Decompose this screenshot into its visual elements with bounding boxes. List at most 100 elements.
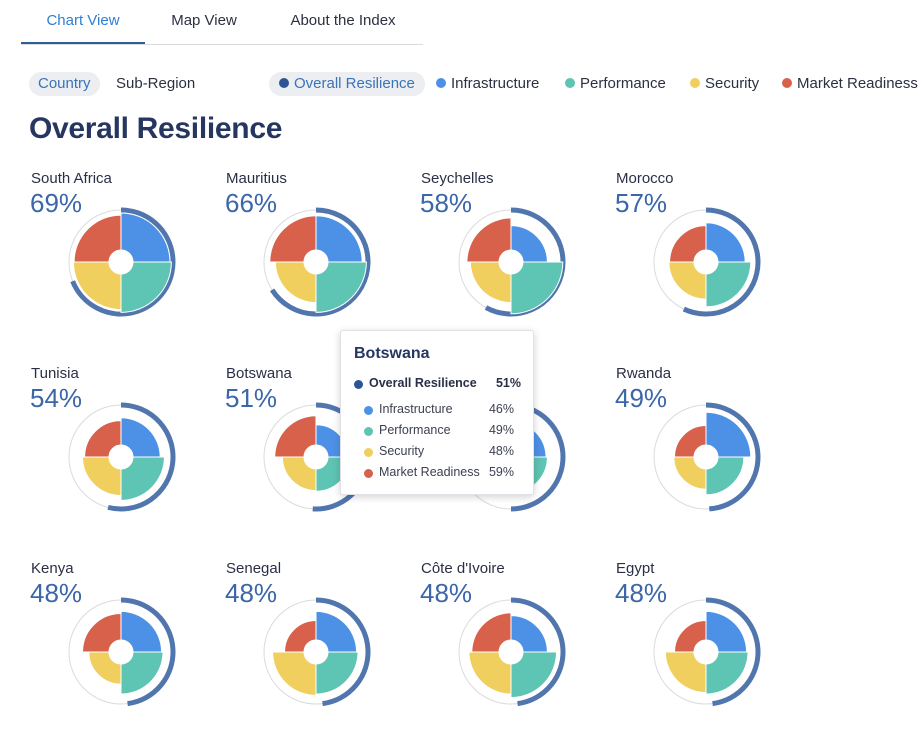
performance-wedge[interactable] — [510, 261, 564, 315]
country-radial-chart — [68, 207, 176, 317]
market-readiness-wedge[interactable] — [669, 225, 707, 263]
performance-wedge[interactable] — [705, 261, 752, 308]
tooltip-label: Overall Resilience — [369, 376, 477, 390]
infrastructure-wedge[interactable] — [705, 610, 748, 653]
market-readiness-wedge[interactable] — [274, 415, 317, 458]
country-chart-seychelles[interactable]: Seychelles 58% — [419, 170, 609, 360]
tooltip-value: 49% — [488, 423, 514, 437]
tab-chart-view[interactable]: Chart View — [21, 0, 145, 44]
performance-wedge[interactable] — [120, 651, 164, 695]
overall-resilience-arc[interactable] — [120, 597, 176, 707]
market-readiness-wedge[interactable] — [84, 420, 122, 458]
infrastructure-wedge[interactable] — [120, 212, 171, 263]
country-name: Senegal — [226, 560, 282, 577]
security-wedge[interactable] — [274, 261, 317, 304]
infrastructure-dot-icon — [436, 78, 446, 88]
tab-about-index[interactable]: About the Index — [290, 12, 396, 29]
country-chart-mauritius[interactable]: Mauritius 66% — [224, 170, 414, 360]
overall-resilience-arc[interactable] — [315, 597, 371, 707]
market-readiness-wedge[interactable] — [269, 215, 317, 263]
overall-score: 49% — [615, 383, 668, 413]
performance-dot-icon — [364, 427, 373, 436]
country-chart-south-africa[interactable]: South Africa 69% — [29, 170, 219, 360]
legend-label: Overall Resilience — [294, 75, 415, 92]
market-readiness-wedge[interactable] — [471, 612, 512, 653]
security-wedge[interactable] — [81, 456, 122, 497]
security-wedge[interactable] — [468, 651, 512, 695]
security-wedge[interactable] — [668, 261, 707, 300]
security-wedge[interactable] — [72, 261, 122, 311]
performance-wedge[interactable] — [705, 651, 749, 695]
country-radial-chart — [653, 402, 761, 512]
country-name: South Africa — [31, 170, 112, 187]
infrastructure-wedge[interactable] — [315, 215, 363, 263]
performance-wedge[interactable] — [315, 651, 359, 695]
security-wedge[interactable] — [673, 456, 707, 490]
country-name: Seychelles — [421, 170, 494, 187]
legend-security[interactable]: Security — [690, 72, 759, 96]
country-chart-rwanda[interactable]: Rwanda 49% — [614, 365, 804, 555]
legend-performance[interactable]: Performance — [565, 72, 666, 96]
country-chart-egypt[interactable]: Egypt 48% — [614, 560, 804, 750]
country-radial-chart — [68, 597, 176, 707]
country-chart-tunisia[interactable]: Tunisia 54% — [29, 365, 219, 555]
security-wedge[interactable] — [272, 651, 317, 696]
country-name: Egypt — [616, 560, 655, 577]
performance-wedge[interactable] — [705, 456, 745, 496]
market-readiness-wedge[interactable] — [283, 619, 317, 653]
market-readiness-wedge[interactable] — [673, 424, 707, 458]
overall-resilience-arc[interactable] — [682, 207, 761, 317]
infrastructure-wedge[interactable] — [510, 615, 548, 653]
infrastructure-wedge[interactable] — [120, 417, 161, 458]
tooltip-title: Botswana — [354, 345, 430, 362]
overall-resilience-arc[interactable] — [705, 597, 761, 707]
market-readiness-wedge[interactable] — [73, 214, 122, 263]
country-chart-kenya[interactable]: Kenya 48% — [29, 560, 219, 750]
infrastructure-wedge[interactable] — [510, 225, 548, 263]
security-wedge[interactable] — [469, 261, 512, 304]
country-name: Rwanda — [616, 365, 672, 382]
country-radial-chart — [653, 207, 761, 317]
market-readiness-wedge[interactable] — [673, 619, 707, 653]
toggle-country[interactable]: Country — [29, 72, 100, 96]
infrastructure-wedge[interactable] — [315, 610, 358, 653]
tooltip-value: 51% — [495, 376, 521, 390]
overall-resilience-arc[interactable] — [107, 402, 176, 512]
infrastructure-wedge[interactable] — [705, 222, 746, 263]
performance-wedge[interactable] — [315, 261, 367, 313]
legend-market-readiness[interactable]: Market Readiness — [782, 72, 918, 96]
tooltip-value: 59% — [488, 465, 514, 479]
country-chart-senegal[interactable]: Senegal 48% — [224, 560, 414, 750]
toggle-sub-region[interactable]: Sub-Region — [116, 75, 196, 92]
overall-score: 54% — [30, 383, 83, 413]
market-readiness-wedge[interactable] — [81, 612, 122, 653]
overall-resilience-arc[interactable] — [705, 402, 761, 512]
security-wedge[interactable] — [88, 651, 122, 685]
infrastructure-wedge[interactable] — [705, 411, 752, 458]
country-chart-morocco[interactable]: Morocco 57% — [614, 170, 804, 360]
country-chart-c-te-d-ivoire[interactable]: Côte d'Ivoire 48% — [419, 560, 609, 750]
overall-score: 57% — [615, 188, 668, 218]
overall-dot-icon — [279, 78, 289, 88]
overall-score: 66% — [225, 188, 278, 218]
overall-score: 48% — [615, 578, 668, 608]
security-wedge[interactable] — [664, 651, 707, 694]
performance-wedge[interactable] — [510, 651, 558, 699]
tab-map-view[interactable]: Map View — [171, 12, 237, 29]
legend-label: Performance — [580, 75, 666, 92]
overall-resilience-arc[interactable] — [510, 597, 566, 707]
legend-infrastructure[interactable]: Infrastructure — [436, 72, 539, 96]
security-wedge[interactable] — [281, 456, 317, 492]
country-radial-chart — [68, 402, 176, 512]
chart-title: Overall Resilience — [29, 112, 283, 145]
country-name: Kenya — [31, 560, 74, 577]
view-tabs: Chart View Map View About the Index — [21, 0, 423, 45]
market-readiness-wedge[interactable] — [466, 217, 512, 263]
performance-wedge[interactable] — [120, 261, 172, 313]
tooltip-label: Security — [379, 444, 425, 458]
overall-resilience-arc[interactable] — [70, 207, 176, 317]
overall-resilience-arc[interactable] — [269, 207, 371, 317]
legend-overall-resilience[interactable]: Overall Resilience — [269, 72, 425, 96]
performance-wedge[interactable] — [120, 456, 165, 501]
infrastructure-wedge[interactable] — [120, 610, 163, 653]
